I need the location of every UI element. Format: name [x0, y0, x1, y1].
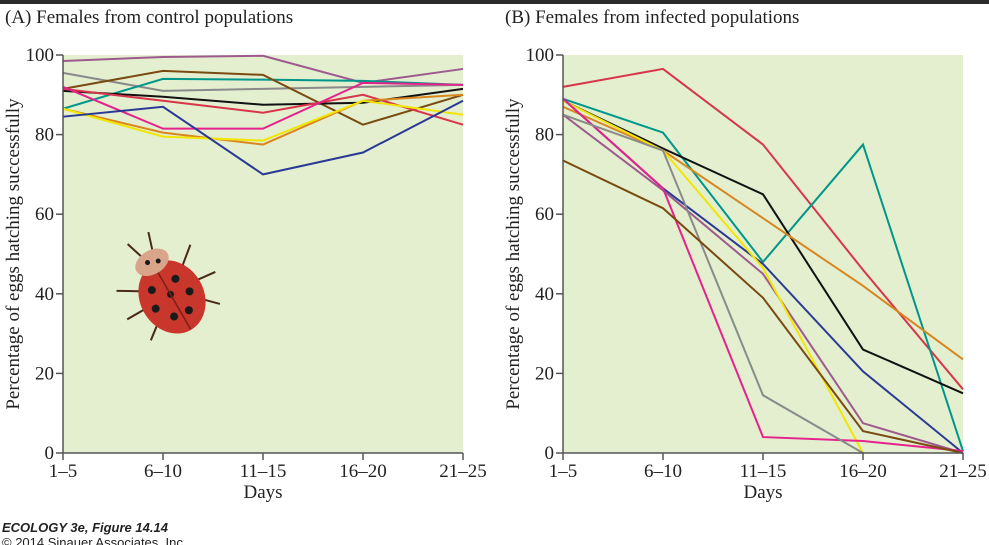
x-tick-label: 1–5	[549, 461, 578, 482]
data-line	[562, 97, 964, 452]
y-tick-label: 100	[26, 45, 55, 66]
ladybug-illustration	[116, 231, 221, 341]
y-axis-label: Percentage of eggs hatching successfully	[3, 98, 24, 410]
x-tick-label: 6–10	[644, 461, 682, 482]
data-line	[62, 93, 464, 146]
data-line	[562, 99, 964, 395]
data-line	[62, 69, 464, 126]
data-line	[62, 99, 464, 142]
y-tick-label: 0	[45, 443, 55, 464]
y-tick-label: 80	[35, 125, 54, 146]
x-tick-label: 21–25	[439, 461, 487, 482]
data-line	[562, 99, 864, 454]
y-tick-label: 80	[535, 125, 554, 146]
x-tick-label: 16–20	[339, 461, 387, 482]
y-tick-label: 20	[535, 363, 554, 384]
x-tick-label: 21–25	[939, 461, 987, 482]
y-tick-label: 40	[35, 284, 54, 305]
y-tick-label: 40	[535, 284, 554, 305]
y-tick-label: 0	[545, 443, 555, 464]
x-tick-label: 11–15	[240, 461, 287, 482]
footer-copyright: © 2014 Sinauer Associates, Inc.	[2, 535, 186, 545]
y-tick-label: 60	[35, 204, 54, 225]
top-bar	[0, 0, 989, 4]
y-tick-label: 100	[526, 45, 555, 66]
x-axis-label: Days	[243, 482, 282, 503]
data-line	[62, 71, 464, 92]
chart-title: (B) Females from infected populations	[505, 7, 799, 28]
x-axis-label: Days	[743, 482, 782, 503]
data-line	[562, 105, 964, 361]
x-tick-label: 1–5	[49, 461, 78, 482]
y-axis-label: Percentage of eggs hatching successfully	[503, 98, 524, 410]
x-tick-label: 11–15	[740, 461, 787, 482]
data-line	[62, 77, 464, 110]
y-tick-label: 60	[535, 204, 554, 225]
x-tick-label: 6–10	[144, 461, 182, 482]
x-tick-label: 16–20	[839, 461, 887, 482]
data-line	[562, 113, 864, 454]
y-tick-label: 20	[35, 363, 54, 384]
data-line	[62, 81, 464, 130]
data-line	[62, 99, 464, 176]
data-line	[562, 113, 964, 454]
data-line	[562, 159, 964, 454]
data-line	[562, 98, 964, 453]
data-line	[62, 54, 464, 84]
chart-title: (A) Females from control populations	[5, 7, 293, 28]
plot-background	[63, 55, 463, 453]
footer-title: ECOLOGY 3e, Figure 14.14	[2, 520, 169, 535]
